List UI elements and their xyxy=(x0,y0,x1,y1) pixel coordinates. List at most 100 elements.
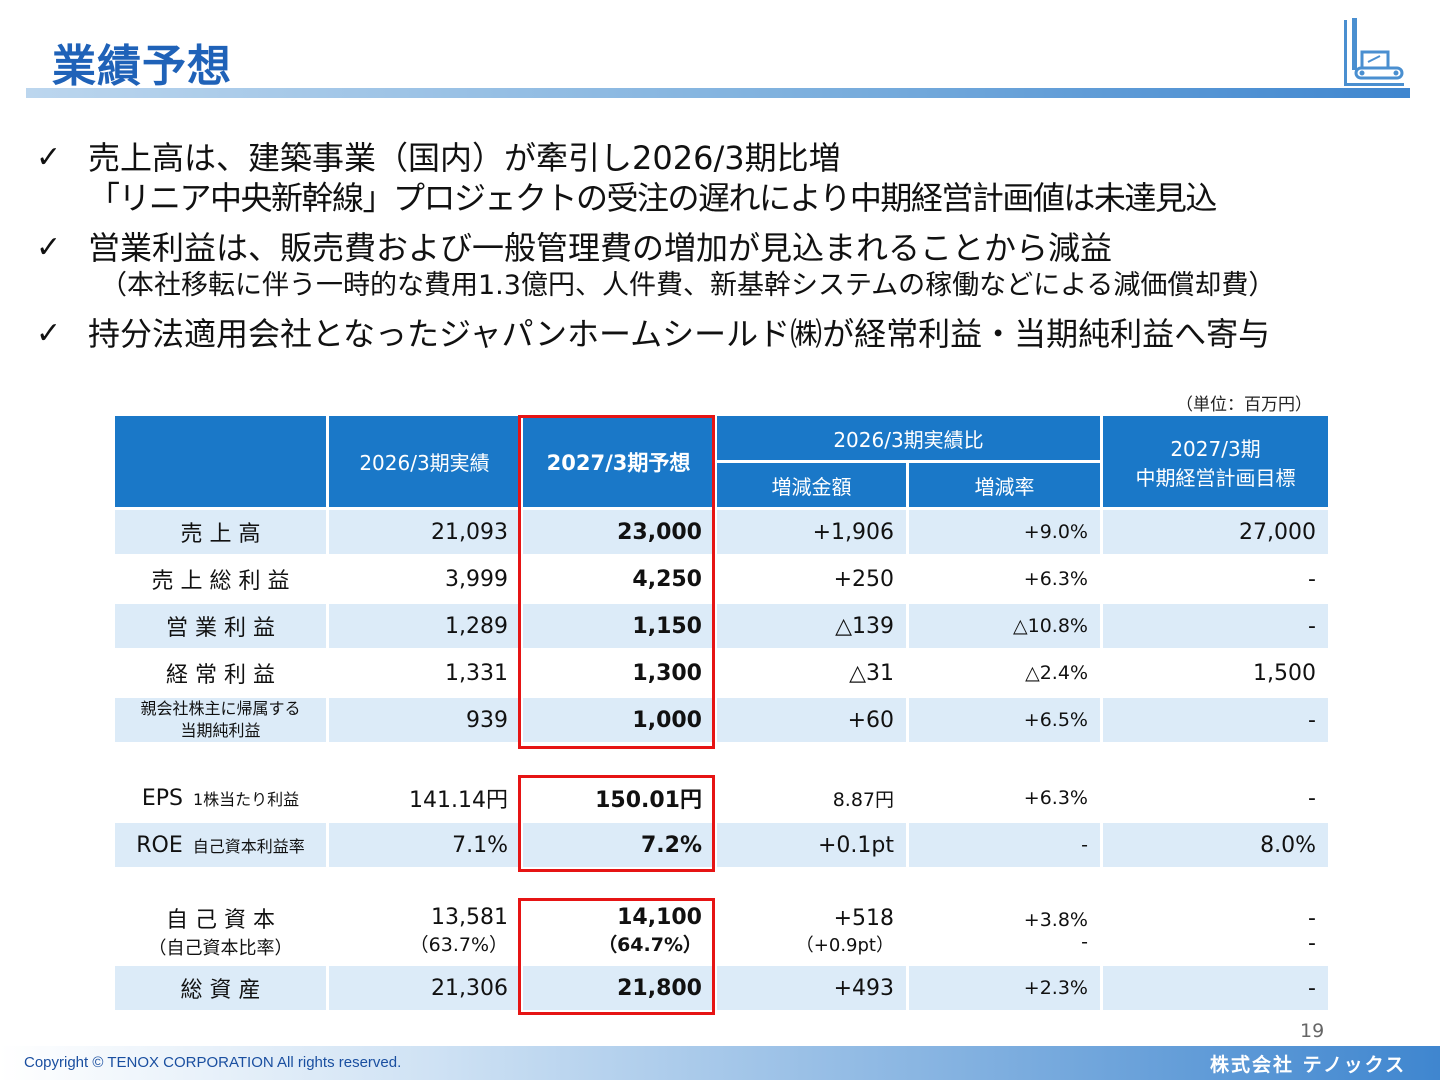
check-mark-icon: ✓ xyxy=(36,140,62,175)
cell-forecast: 14,100 （64.7%） xyxy=(523,899,714,963)
header-plan-line1: 2027/3期 xyxy=(1170,436,1261,461)
cell-rate: +6.3% xyxy=(909,557,1100,601)
cell-plan: - xyxy=(1103,604,1328,648)
header-forecast: 2027/3期予想 xyxy=(523,416,714,507)
row-label: 売 上 総 利 益 xyxy=(115,557,326,601)
cell-actual: 1,331 xyxy=(329,651,520,695)
cell-forecast-line1: 14,100 xyxy=(617,905,702,930)
cell-rate: +3.8% - xyxy=(909,899,1100,963)
cell-diff: △139 xyxy=(717,604,906,648)
page-number: 19 xyxy=(1300,1020,1325,1042)
cell-diff: 8.87円 xyxy=(717,776,906,820)
cell-actual-line2: （63.7%） xyxy=(409,934,508,956)
cell-plan-line2: - xyxy=(1308,931,1316,956)
per-share-table: EPS 1株当たり利益 141.14円 150.01円 8.87円 +6.3% -… xyxy=(112,773,1331,870)
summary-bullets: ✓ 売上高は、建築事業（国内）が牽引し2026/3期比増 「リニア中央新幹線」プ… xyxy=(36,138,1426,364)
cell-actual: 21,306 xyxy=(329,966,520,1010)
row-label: 親会社株主に帰属する 当期純利益 xyxy=(115,698,326,742)
header-plan: 2027/3期 中期経営計画目標 xyxy=(1103,416,1328,507)
cell-actual: 939 xyxy=(329,698,520,742)
cell-forecast: 1,300 xyxy=(523,651,714,695)
title-underline-bar xyxy=(26,88,1410,98)
row-label: 自 己 資 本 （自己資本比率） xyxy=(115,899,326,963)
table-row: EPS 1株当たり利益 141.14円 150.01円 8.87円 +6.3% - xyxy=(115,776,1328,820)
cell-rate: +6.3% xyxy=(909,776,1100,820)
row-label: 売 上 高 xyxy=(115,510,326,554)
balance-table: 自 己 資 本 （自己資本比率） 13,581 （63.7%） 14,100 （… xyxy=(112,896,1331,1013)
cell-forecast: 21,800 xyxy=(523,966,714,1010)
header-plan-line2: 中期経営計画目標 xyxy=(1135,465,1296,490)
cell-forecast: 150.01円 xyxy=(523,776,714,820)
row-label-line1: 親会社株主に帰属する xyxy=(140,699,301,718)
header-change-rate: 増減率 xyxy=(909,463,1100,507)
cell-diff: +60 xyxy=(717,698,906,742)
cell-forecast: 23,000 xyxy=(523,510,714,554)
cell-rate: △10.8% xyxy=(909,604,1100,648)
table-row: 営 業 利 益 1,289 1,150 △139 △10.8% - xyxy=(115,604,1328,648)
row-label-line1: 自 己 資 本 xyxy=(166,908,275,933)
bullet-line: 「リニア中央新幹線」プロジェクトの受注の遅れにより中期経営計画値は未達見込 xyxy=(88,179,1217,217)
cell-plan: - xyxy=(1103,557,1328,601)
cell-diff-line2: （+0.9pt） xyxy=(795,934,894,956)
cell-diff: +518 （+0.9pt） xyxy=(717,899,906,963)
bullet-line: 営業利益は、販売費および一般管理費の増加が見込まれることから減益 xyxy=(88,229,1113,267)
cell-actual: 7.1% xyxy=(329,823,520,867)
check-mark-icon: ✓ xyxy=(36,316,62,351)
forecast-highlight-main xyxy=(518,415,715,749)
cell-plan: - xyxy=(1103,776,1328,820)
row-label-line2: 当期純利益 xyxy=(180,721,261,740)
header-actual: 2026/3期実績 xyxy=(329,416,520,507)
cell-plan: 1,500 xyxy=(1103,651,1328,695)
pile-driver-machine-icon xyxy=(1344,18,1404,86)
row-label-main: EPS xyxy=(141,785,183,811)
cell-diff: △31 xyxy=(717,651,906,695)
table-row: 自 己 資 本 （自己資本比率） 13,581 （63.7%） 14,100 （… xyxy=(115,899,1328,963)
table-row: 売 上 総 利 益 3,999 4,250 +250 +6.3% - xyxy=(115,557,1328,601)
cell-actual: 13,581 （63.7%） xyxy=(329,899,520,963)
row-label: 営 業 利 益 xyxy=(115,604,326,648)
cell-rate: +6.5% xyxy=(909,698,1100,742)
cell-plan: - xyxy=(1103,698,1328,742)
cell-actual-line1: 13,581 xyxy=(431,905,508,930)
row-label: 経 常 利 益 xyxy=(115,651,326,695)
row-label: 総 資 産 xyxy=(115,966,326,1010)
table-row: 総 資 産 21,306 21,800 +493 +2.3% - xyxy=(115,966,1328,1010)
cell-diff: +1,906 xyxy=(717,510,906,554)
table-row: 親会社株主に帰属する 当期純利益 939 1,000 +60 +6.5% - xyxy=(115,698,1328,742)
cell-actual: 3,999 xyxy=(329,557,520,601)
forecast-table-main: 2026/3期実績 2027/3期予想 2026/3期実績比 2027/3期 中… xyxy=(112,413,1331,745)
bullet-line: 売上高は、建築事業（国内）が牽引し2026/3期比増 xyxy=(88,139,841,177)
forecast-highlight-balance xyxy=(518,898,715,1015)
cell-plan-line1: - xyxy=(1308,906,1316,931)
cell-rate: +2.3% xyxy=(909,966,1100,1010)
header-blank-cell xyxy=(115,416,326,507)
row-label-main: ROE xyxy=(136,832,183,858)
cell-diff: +493 xyxy=(717,966,906,1010)
footer-bar xyxy=(0,1046,1440,1080)
company-logo: 株式会社 テノックス xyxy=(1210,1054,1407,1076)
cell-rate-line1: +3.8% xyxy=(1023,909,1088,931)
check-mark-icon: ✓ xyxy=(36,230,62,265)
cell-rate: +9.0% xyxy=(909,510,1100,554)
cell-plan: - - xyxy=(1103,899,1328,963)
bullet-item: ✓ 売上高は、建築事業（国内）が牽引し2026/3期比増 「リニア中央新幹線」プ… xyxy=(36,138,1426,218)
header-change-amount: 増減金額 xyxy=(717,463,906,507)
table-row: 売 上 高 21,093 23,000 +1,906 +9.0% 27,000 xyxy=(115,510,1328,554)
row-label-sub: 自己資本利益率 xyxy=(192,836,305,856)
cell-plan: 27,000 xyxy=(1103,510,1328,554)
cell-forecast: 7.2% xyxy=(523,823,714,867)
cell-forecast: 1,000 xyxy=(523,698,714,742)
cell-forecast: 4,250 xyxy=(523,557,714,601)
cell-diff: +0.1pt xyxy=(717,823,906,867)
table-row: ROE 自己資本利益率 7.1% 7.2% +0.1pt - 8.0% xyxy=(115,823,1328,867)
row-label: ROE 自己資本利益率 xyxy=(115,823,326,867)
table-row: 経 常 利 益 1,331 1,300 △31 △2.4% 1,500 xyxy=(115,651,1328,695)
cell-actual: 1,289 xyxy=(329,604,520,648)
cell-actual: 21,093 xyxy=(329,510,520,554)
cell-plan: 8.0% xyxy=(1103,823,1328,867)
cell-forecast: 1,150 xyxy=(523,604,714,648)
bullet-subline: （本社移転に伴う一時的な費用1.3億円、人件費、新基幹システムの稼働などによる減… xyxy=(100,270,1276,301)
copyright-text: Copyright © TENOX CORPORATION All rights… xyxy=(24,1054,402,1071)
cell-diff: +250 xyxy=(717,557,906,601)
cell-rate: △2.4% xyxy=(909,651,1100,695)
